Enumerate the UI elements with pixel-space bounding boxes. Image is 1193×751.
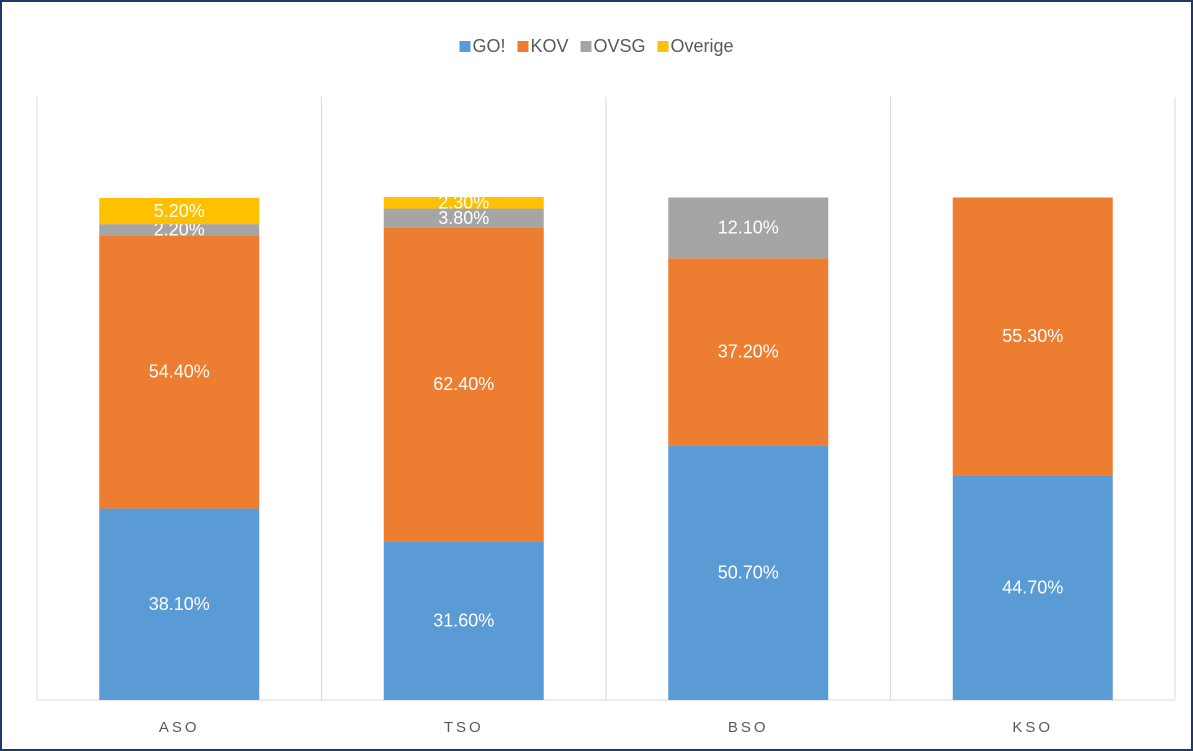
bar-segment [668,445,829,700]
bar-segment [99,508,260,700]
legend-swatch [517,41,529,52]
data-label: 3.80% [438,208,489,228]
legend-label: GO! [472,36,505,56]
data-label: 38.10% [149,594,210,614]
data-label: 55.30% [1002,326,1063,346]
x-tick-label: BSO [728,719,769,736]
legend-label: KOV [530,36,568,56]
bar-segment [383,208,544,228]
data-label: 62.40% [433,374,494,394]
x-tick-label: ASO [159,719,200,736]
legend-swatch [580,41,592,52]
data-label: 12.10% [718,218,779,238]
bar-segment [383,227,544,542]
bar-segment [668,197,829,259]
legend-label: OVSG [593,36,645,56]
data-label: 31.60% [433,610,494,630]
data-label: 54.40% [149,362,210,382]
bar-segment [99,198,260,225]
bar-segment [383,196,544,209]
x-tick-label: TSO [444,719,484,736]
data-label: 50.70% [718,562,779,582]
data-label: 2.30% [438,193,489,213]
data-label: 44.70% [1002,577,1063,597]
x-tick-label: KSO [1012,719,1053,736]
bar-segment [99,224,260,236]
data-label: 37.20% [718,342,779,362]
data-label: 5.20% [154,201,205,221]
bar-segment [668,258,829,446]
data-label: 2.20% [154,219,205,239]
legend-label: Overige [671,36,734,56]
legend-swatch [459,41,471,52]
bar-segment [383,541,544,700]
legend-swatch [657,41,669,52]
bar-segment [99,235,260,509]
bar-segment [952,197,1113,476]
bar-segment [952,475,1113,700]
